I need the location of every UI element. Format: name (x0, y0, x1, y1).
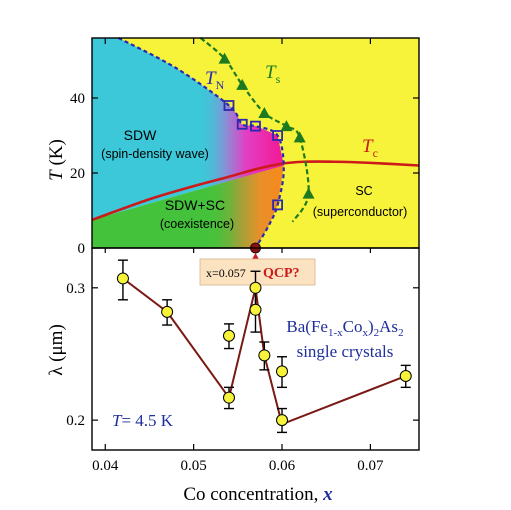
bottom-x-tick-label: 0.06 (269, 458, 296, 474)
lambda-point (399, 370, 412, 383)
lambda-point (222, 391, 235, 404)
sample-title: Ba(Fe1-xCox)2As2 (286, 317, 403, 339)
penetration-depth-panel: 0.2 0.3 0.04 0.05 0.06 0.07 Ba(Fe1-xCox)2As2… (46, 247, 420, 505)
qcp-annotation: x=0.057 QCP? (199, 242, 316, 286)
sc-desc: (superconductor) (313, 205, 408, 219)
tn-point (223, 100, 235, 111)
tn-point (272, 199, 283, 211)
lambda-error-bars (117, 259, 411, 434)
lambda-point (249, 303, 262, 316)
sdw-desc: (spin-density wave) (101, 147, 209, 161)
bottom-y-tick-label: 0.3 (66, 281, 85, 297)
sample-subtitle: single crystals (297, 342, 394, 361)
sdw-label: SDW (124, 127, 157, 143)
lambda-points (116, 272, 412, 427)
top-y-tick-label: 0 (78, 241, 86, 257)
bottom-y-axis-title: λ (μm) (46, 324, 67, 376)
ts-point (280, 120, 293, 132)
lambda-point (222, 329, 235, 342)
tn-point (272, 130, 283, 141)
tn-label: TN (205, 68, 225, 92)
top-y-axis-title: T (K) (46, 139, 67, 181)
qcp-x-label: x=0.057 (206, 266, 246, 280)
qcp-box (199, 258, 316, 286)
ts-point (258, 107, 271, 118)
ts-label: Ts (265, 62, 281, 86)
ts-markers (218, 52, 315, 199)
tn-point (250, 120, 261, 132)
ts-point (293, 131, 306, 143)
ts-point (302, 187, 315, 199)
top-y-tick-label: 40 (70, 91, 85, 107)
tn-point (236, 118, 248, 130)
ts-point (218, 52, 231, 64)
top-y-tick-label: 20 (70, 166, 85, 182)
bottom-y-ticks: 0.2 0.3 (66, 281, 419, 429)
lambda-point (116, 272, 129, 285)
phase-diagram-panel: SDW (spin-density wave) SDW+SC (coexiste… (46, 37, 420, 257)
lambda-point (161, 305, 174, 318)
x-axis-title: Co concentration, x (183, 484, 333, 505)
bottom-x-tick-label: 0.05 (181, 458, 207, 474)
bottom-x-tick-label: 0.04 (92, 458, 119, 474)
bottom-x-tick-label: 0.07 (357, 458, 384, 474)
qcp-label: QCP? (263, 266, 300, 281)
tn-markers (223, 100, 283, 211)
lambda-point (258, 349, 271, 362)
ts-point (236, 78, 249, 90)
bottom-x-ticks: 0.04 0.05 0.06 0.07 (92, 248, 384, 474)
lambda-point (276, 414, 289, 427)
bottom-frame (91, 247, 420, 451)
bottom-y-tick-label: 0.2 (66, 413, 85, 429)
coex-desc: (coexistence) (160, 217, 234, 231)
lambda-point (249, 281, 262, 294)
lambda-point (276, 365, 289, 378)
temperature-label: T= 4.5 K (112, 411, 174, 430)
coexistence-transition-region (92, 165, 284, 248)
tc-curve (91, 160, 420, 222)
coex-label: SDW+SC (165, 197, 225, 213)
tc-label: Tc (362, 136, 378, 160)
sc-label: SC (355, 184, 372, 198)
top-x-ticks (104, 38, 371, 44)
tn-curve (118, 37, 285, 249)
